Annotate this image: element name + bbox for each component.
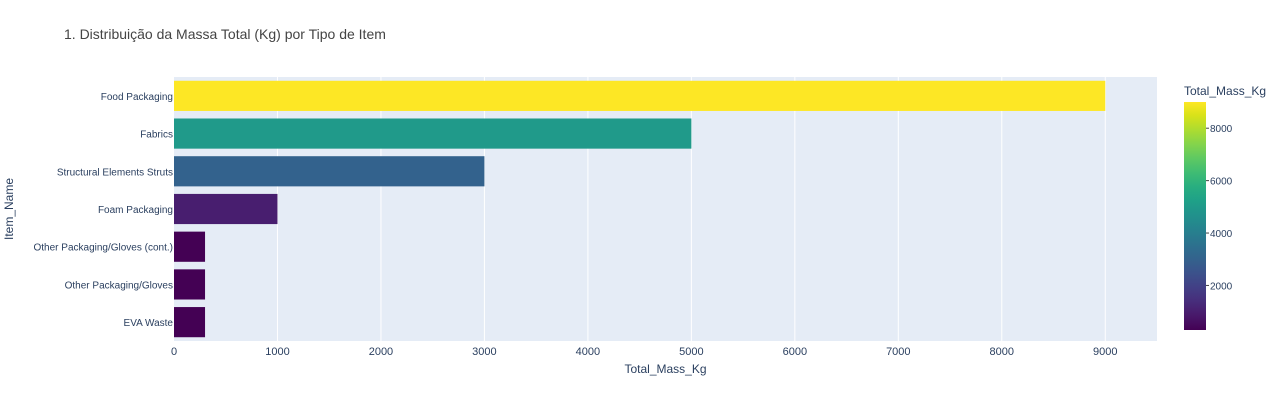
y-tick-label: Foam Packaging [98,205,173,216]
bar-structural-elements-struts[interactable] [174,156,485,187]
colorbar-tick-label-8000: 8000 [1210,124,1233,135]
bar-other-packaging-gloves-cont[interactable] [174,231,206,262]
x-tick-label-5000: 5000 [679,346,703,358]
bar-other-packaging-gloves[interactable] [174,269,206,300]
colorbar-ticks: 2000 4000 6000 8000 [1206,124,1233,292]
x-tick-label-9000: 9000 [1093,346,1117,358]
chart-title: 1. Distribuição da Massa Total (Kg) por … [64,26,386,42]
x-tick-labels: 0 1000 2000 3000 4000 5000 6000 7000 8000 9000 [171,346,1118,358]
x-tick-label-2000: 2000 [369,346,393,358]
y-tick-labels: Food Packaging Fabrics Structural Elements… [33,92,173,329]
bar-foam-packaging[interactable] [174,193,278,225]
y-axis-title: Item_Name [2,178,16,240]
x-tick-label-1000: 1000 [265,346,289,358]
x-tick-label-6000: 6000 [783,346,807,358]
bar-eva-waste[interactable] [174,307,206,338]
y-tick-label: EVA Waste [124,318,174,329]
colorbar-tick-label-2000: 2000 [1210,281,1233,292]
y-tick-label: Other Packaging/Gloves [65,280,173,291]
y-tick-label: Other Packaging/Gloves (cont.) [33,243,173,254]
colorbar-tick-label-4000: 4000 [1210,229,1233,240]
bar-fabrics[interactable] [174,118,692,149]
bars [174,80,1106,338]
y-tick-label: Food Packaging [101,92,173,103]
x-tick-label-0: 0 [171,346,177,358]
colorbar [1184,102,1206,330]
plot-background [174,77,1157,341]
x-tick-label-8000: 8000 [990,346,1014,358]
bar-food-packaging[interactable] [174,80,1106,111]
colorbar-title: Total_Mass_Kg [1184,84,1266,98]
x-axis-title: Total_Mass_Kg [624,362,706,376]
x-tick-label-3000: 3000 [472,346,496,358]
y-tick-label: Fabrics [140,130,173,141]
y-tick-label: Structural Elements Struts [57,167,173,178]
colorbar-tick-label-6000: 6000 [1210,177,1233,188]
x-tick-label-4000: 4000 [576,346,600,358]
x-tick-label-7000: 7000 [886,346,910,358]
